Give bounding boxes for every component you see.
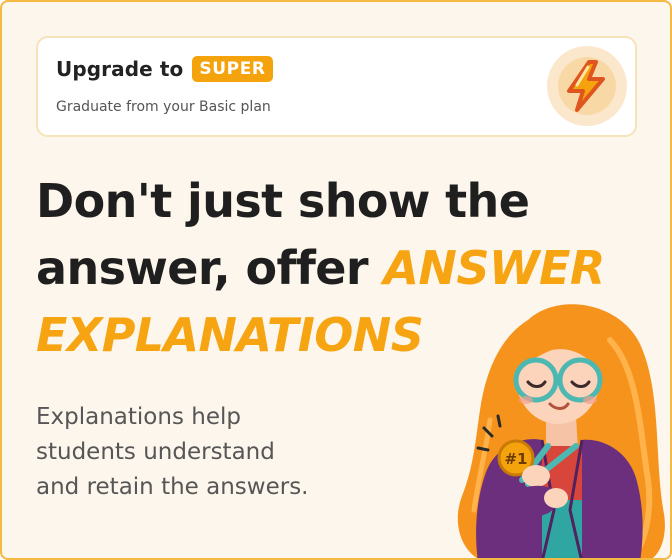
- description-line-2: students understand: [36, 439, 275, 465]
- headline: Don't just show the answer, offer ANSWER…: [36, 168, 646, 369]
- upgrade-title: Upgrade to: [56, 57, 184, 81]
- description-line-3: and retain the answers.: [36, 474, 309, 500]
- medal-number: #1: [504, 450, 527, 468]
- girl-with-medal-illustration: #1: [457, 304, 665, 558]
- headline-line-1: Don't just show the: [36, 174, 530, 228]
- upgrade-title-row: Upgrade to SUPER: [56, 56, 273, 82]
- description: Explanations help students understand an…: [36, 400, 336, 505]
- lightning-bolt-icon: [547, 46, 627, 126]
- super-badge: SUPER: [192, 56, 273, 82]
- upgrade-banner[interactable]: Upgrade to SUPER Graduate from your Basi…: [36, 36, 637, 137]
- headline-accent-answer: ANSWER: [383, 241, 605, 295]
- headline-accent-explanations: EXPLANATIONS: [36, 308, 424, 362]
- description-line-1: Explanations help: [36, 404, 241, 430]
- headline-line-2: answer, offer: [36, 241, 369, 295]
- upgrade-subtitle: Graduate from your Basic plan: [56, 99, 271, 115]
